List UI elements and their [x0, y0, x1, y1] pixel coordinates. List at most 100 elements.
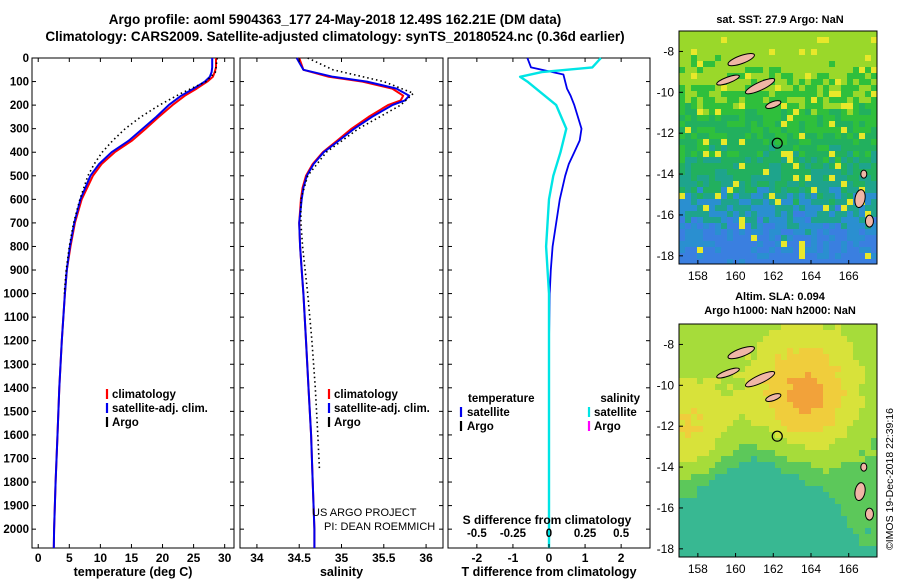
- map-cell: [805, 163, 811, 169]
- map-cell: [685, 49, 691, 55]
- map-cell: [859, 205, 865, 211]
- map-cell: [793, 139, 799, 145]
- map-cell: [703, 516, 709, 522]
- map-cell: [859, 115, 865, 121]
- map-cell: [721, 163, 727, 169]
- map-cell: [745, 247, 751, 253]
- map-cell: [817, 348, 823, 354]
- map-cell: [823, 360, 829, 366]
- legend-title-temperature: temperature: [468, 393, 534, 405]
- map-cell: [781, 378, 787, 384]
- map-cell: [823, 205, 829, 211]
- map-cell: [703, 43, 709, 49]
- map-cell: [787, 139, 793, 145]
- map-cell: [829, 432, 835, 438]
- map-cell: [715, 253, 721, 259]
- map-cell: [709, 181, 715, 187]
- map-cell: [823, 462, 829, 468]
- map-cell: [751, 217, 757, 223]
- map-cell: [721, 360, 727, 366]
- map-cell: [841, 426, 847, 432]
- map-cell: [793, 462, 799, 468]
- map-cell: [859, 229, 865, 235]
- map-cell: [691, 217, 697, 223]
- series-line-satellite-adj-clim-: [52, 58, 214, 549]
- map-cell: [835, 390, 841, 396]
- map-cell: [691, 79, 697, 85]
- map-cell: [757, 420, 763, 426]
- map-cell: [745, 546, 751, 552]
- map-cell: [685, 540, 691, 546]
- map-cell: [799, 420, 805, 426]
- map-cell: [823, 492, 829, 498]
- map-cell: [745, 109, 751, 115]
- map-cell: [835, 528, 841, 534]
- map-cell: [739, 163, 745, 169]
- map-cell: [685, 348, 691, 354]
- map-cell: [793, 73, 799, 79]
- map-cell: [697, 205, 703, 211]
- top-x-tick-label: 0.5: [613, 528, 630, 540]
- map-cell: [679, 211, 685, 217]
- map-cell: [853, 378, 859, 384]
- map-cell: [853, 169, 859, 175]
- x-tick-label: 35.5: [372, 551, 396, 565]
- map-cell: [691, 534, 697, 540]
- map-cell: [799, 253, 805, 259]
- map-cell: [823, 348, 829, 354]
- map-cell: [823, 552, 829, 557]
- map-cell: [835, 492, 841, 498]
- map-cell: [685, 217, 691, 223]
- map-cell: [865, 55, 871, 61]
- map-cell: [763, 229, 769, 235]
- map-cell: [709, 396, 715, 402]
- map-cell: [847, 552, 853, 557]
- map-cell: [853, 175, 859, 181]
- map-cell: [775, 456, 781, 462]
- map-cell: [763, 223, 769, 229]
- map-cell: [805, 253, 811, 259]
- map-cell: [739, 336, 745, 342]
- map-cell: [817, 169, 823, 175]
- map-cell: [763, 169, 769, 175]
- map-cell: [769, 546, 775, 552]
- map-cell: [781, 43, 787, 49]
- map-cell: [715, 420, 721, 426]
- credit-line1: US ARGO PROJECT: [312, 507, 417, 519]
- map-cell: [769, 528, 775, 534]
- map-cell: [775, 342, 781, 348]
- map-cell: [793, 37, 799, 43]
- map-cell: [733, 432, 739, 438]
- map-cell: [691, 330, 697, 336]
- map-cell: [757, 67, 763, 73]
- map-cell: [679, 133, 685, 139]
- map-cell: [751, 241, 757, 247]
- map-cell: [805, 115, 811, 121]
- map-cell: [727, 139, 733, 145]
- map-cell: [793, 55, 799, 61]
- map-cell: [703, 211, 709, 217]
- map-cell: [817, 67, 823, 73]
- depth-tick-label: 1600: [3, 430, 29, 442]
- map-cell: [685, 43, 691, 49]
- map-cell: [841, 444, 847, 450]
- map-cell: [757, 516, 763, 522]
- map-cell: [775, 55, 781, 61]
- map-cell: [757, 205, 763, 211]
- map-cell: [799, 342, 805, 348]
- map-cell: [799, 223, 805, 229]
- map-cell: [751, 432, 757, 438]
- map-cell: [721, 396, 727, 402]
- plot-frame: [31, 57, 235, 549]
- map-cell: [703, 492, 709, 498]
- map-cell: [769, 324, 775, 330]
- map-cell: [847, 175, 853, 181]
- map-cell: [865, 163, 871, 169]
- map-cell: [871, 462, 877, 468]
- map-cell: [787, 468, 793, 474]
- map-cell: [721, 151, 727, 157]
- legend-title-salinity: salinity: [600, 393, 640, 405]
- map-cell: [865, 486, 871, 492]
- map-cell: [751, 97, 757, 103]
- map-cell: [757, 121, 763, 127]
